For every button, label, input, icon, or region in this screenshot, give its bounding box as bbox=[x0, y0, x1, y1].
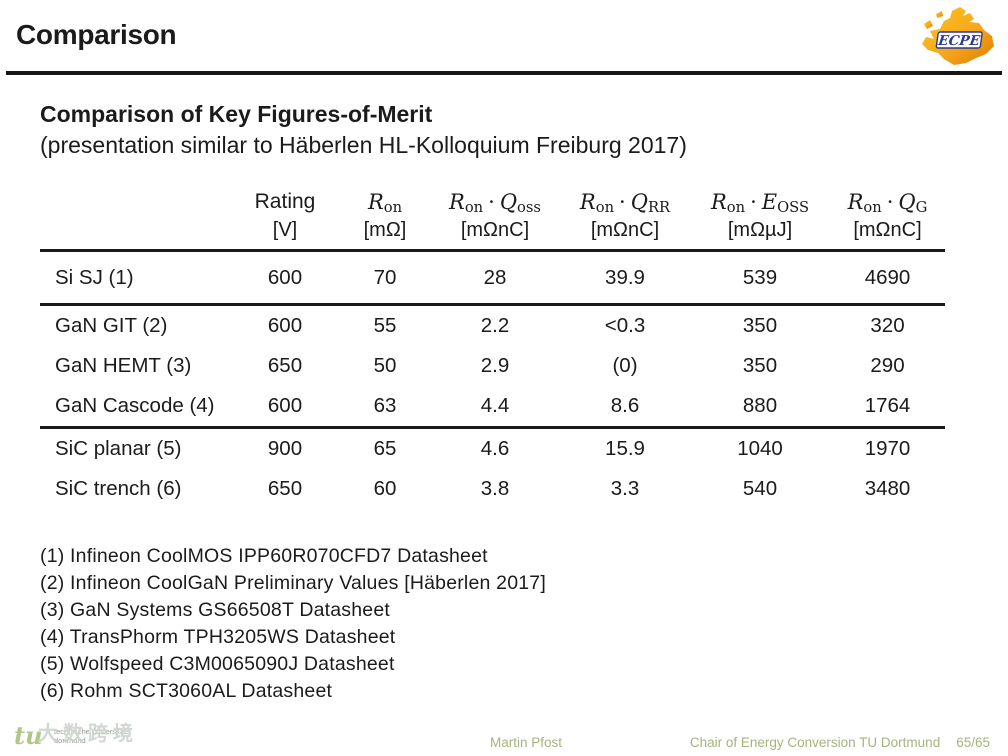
footnote: (2) Infineon CoolGaN Preliminary Values … bbox=[40, 571, 546, 594]
cell-value: 63 bbox=[373, 394, 397, 418]
cell-value: 3.3 bbox=[610, 477, 640, 500]
row-label: GaN HEMT (3) bbox=[55, 354, 192, 377]
cell-value: 539 bbox=[742, 265, 778, 289]
tu-dortmund-wordmark: technische universität dortmund bbox=[54, 727, 127, 745]
row-label: GaN GIT (2) bbox=[40, 303, 230, 346]
watermark: tu technische universität dortmund 大数跨境 bbox=[8, 720, 238, 754]
footnote: (4) TransPhorm TPH3205WS Datasheet bbox=[40, 625, 396, 648]
cell-value: 350 bbox=[690, 303, 830, 346]
column-unit: [mΩ] bbox=[363, 219, 407, 241]
footnote: (3) GaN Systems GS66508T Datasheet bbox=[40, 598, 391, 621]
footer-right-group: Chair of Energy Conversion TU Dortmund 6… bbox=[690, 735, 990, 750]
column-unit: [mΩnC] bbox=[853, 219, 922, 241]
column-header-0: Rating [V] bbox=[230, 179, 340, 252]
cell-value: 540 bbox=[742, 477, 778, 500]
footer-affiliation: Chair of Energy Conversion TU Dortmund bbox=[689, 735, 941, 750]
cell-value: 1970 bbox=[830, 426, 945, 469]
cell-value: 39.9 bbox=[605, 265, 645, 289]
cell-value: 4.4 bbox=[480, 394, 510, 418]
row-label: SiC planar (5) bbox=[40, 426, 230, 469]
subtitle-block: Comparison of Key Figures-of-Merit (pres… bbox=[40, 99, 968, 162]
footnote: (5) Wolfspeed C3M0065090J Datasheet bbox=[40, 652, 395, 675]
ecpe-logo-text: ECPE bbox=[936, 33, 981, 49]
cell-value: 3.8 bbox=[480, 477, 510, 500]
footer-author: Martin Pfost bbox=[490, 735, 563, 750]
cell-value: 4.6 bbox=[430, 426, 560, 469]
table-row: SiC trench (6) 650 60 3.8 3.3 540 3480 bbox=[40, 469, 945, 510]
cell-value: 650 bbox=[267, 477, 303, 500]
cell-value: 320 bbox=[830, 303, 945, 346]
cell-value: 1040 bbox=[690, 426, 830, 469]
subtitle-reference: (presentation similar to Häberlen HL-Kol… bbox=[40, 132, 687, 158]
cell-value: 350 bbox=[742, 354, 778, 377]
cell-value: 50 bbox=[373, 354, 397, 377]
title-divider bbox=[6, 71, 1002, 75]
cell-value: 70 bbox=[373, 265, 397, 289]
cell-value: 290 bbox=[870, 354, 905, 377]
cell-value: 4690 bbox=[864, 265, 911, 289]
tu-dortmund-logo-icon: tu bbox=[14, 721, 43, 750]
column-unit: [mΩnC] bbox=[460, 219, 530, 241]
row-label: GaN Cascode (4) bbox=[55, 394, 215, 418]
cell-value: 650 bbox=[267, 354, 303, 377]
table-row: GaN HEMT (3) 650 50 2.9 (0) 350 290 bbox=[40, 346, 945, 387]
table-corner-cell bbox=[40, 179, 230, 252]
watermark-overlay-text: 大数跨境 bbox=[38, 723, 138, 745]
row-label: Si SJ (1) bbox=[55, 265, 134, 289]
tu-wordmark-line2: dortmund bbox=[54, 735, 86, 745]
table-row: GaN GIT (2) 600 55 2.2 <0.3 350 320 bbox=[40, 303, 945, 346]
column-unit: [mΩnC] bbox=[590, 219, 660, 241]
footnote: (6) Rohm SCT3060AL Datasheet bbox=[40, 679, 333, 702]
cell-value: 65 bbox=[340, 426, 430, 469]
table-row: SiC planar (5) 900 65 4.6 15.9 1040 1970 bbox=[40, 426, 945, 469]
table-row: GaN Cascode (4) 600 63 4.4 8.6 880 1764 bbox=[40, 387, 945, 428]
tu-wordmark-line1: technische universität bbox=[54, 727, 127, 736]
row-label: SiC trench (6) bbox=[55, 477, 182, 500]
cell-value: 1764 bbox=[864, 394, 911, 418]
cell-value: 60 bbox=[373, 477, 397, 500]
cell-value: 880 bbox=[742, 394, 778, 418]
column-unit: [mΩµJ] bbox=[727, 219, 793, 241]
cell-value: (0) bbox=[612, 354, 638, 377]
page-title: Comparison bbox=[16, 19, 177, 50]
cell-value: 600 bbox=[267, 394, 303, 418]
ecpe-logo-icon: ECPE bbox=[922, 7, 994, 65]
footer-page-number: 65/65 bbox=[956, 735, 990, 750]
slide-footer: Martin Pfost Chair of Energy Conversion … bbox=[0, 735, 1008, 753]
footnotes-block: (1) Infineon CoolMOS IPP60R070CFD7 Datas… bbox=[40, 543, 1008, 705]
cell-value: 15.9 bbox=[560, 426, 690, 469]
cell-value: 600 bbox=[267, 265, 303, 289]
cell-value: 3480 bbox=[864, 477, 911, 500]
subtitle-heading: Comparison of Key Figures-of-Merit bbox=[40, 101, 433, 127]
table-row: Si SJ (1) 600 70 28 39.9 539 4690 bbox=[40, 251, 945, 305]
cell-value: 2.2 bbox=[430, 303, 560, 346]
footnote: (1) Infineon CoolMOS IPP60R070CFD7 Datas… bbox=[40, 544, 488, 567]
cell-value: 900 bbox=[230, 426, 340, 469]
cell-value: 8.6 bbox=[610, 394, 640, 418]
column-unit: [V] bbox=[272, 219, 298, 241]
cell-value: 28 bbox=[483, 265, 507, 289]
cell-value: 600 bbox=[230, 303, 340, 346]
cell-value: 55 bbox=[340, 303, 430, 346]
cell-value: <0.3 bbox=[560, 303, 690, 346]
slide-header: Comparison bbox=[0, 0, 1008, 52]
cell-value: 2.9 bbox=[480, 354, 510, 377]
